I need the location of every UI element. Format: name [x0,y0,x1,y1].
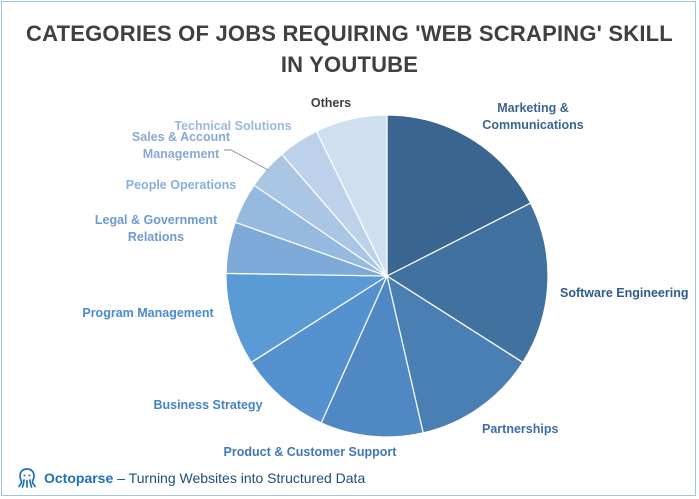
slice-label: People Operations [126,178,236,192]
octopus-icon [18,468,36,488]
slice-label: Business Strategy [153,398,262,412]
pie-slice-marketing-communications [386,114,532,277]
slice-label: Sales & Account Management [132,130,231,161]
slice-labels: Marketing & Communications Software Engine… [82,96,688,459]
pie-slice-product-customer-support [320,274,424,438]
footer-brand: Octoparse [44,470,114,486]
slice-label: Program Management [82,306,214,320]
pie-slices [225,114,549,438]
pie-slice-partnerships [386,274,524,434]
leader-lines [224,149,269,171]
slice-label: Partnerships [482,422,558,436]
pie-slice-business-strategy [250,274,389,424]
slice-label: Others [311,96,351,110]
pie-slice-others [315,114,388,277]
chart-title: CATEGORIES OF JOBS REQUIRING 'WEB SCRAPI… [26,21,673,77]
pie-slice-software-engineering [385,202,549,364]
slice-label: Technical Solutions [174,119,291,133]
slice-label: Marketing & Communications [482,101,583,132]
footer: Octoparse – Turning Websites into Struct… [16,466,365,490]
leader-line [224,149,269,171]
footer-tagline: – Turning Websites into Structured Data [117,470,366,486]
slice-label: Product & Customer Support [224,445,398,459]
slice-label: Legal & Government Relations [95,213,218,244]
pie-slice-program-management [225,272,390,364]
slice-label: Software Engineering [560,286,689,300]
